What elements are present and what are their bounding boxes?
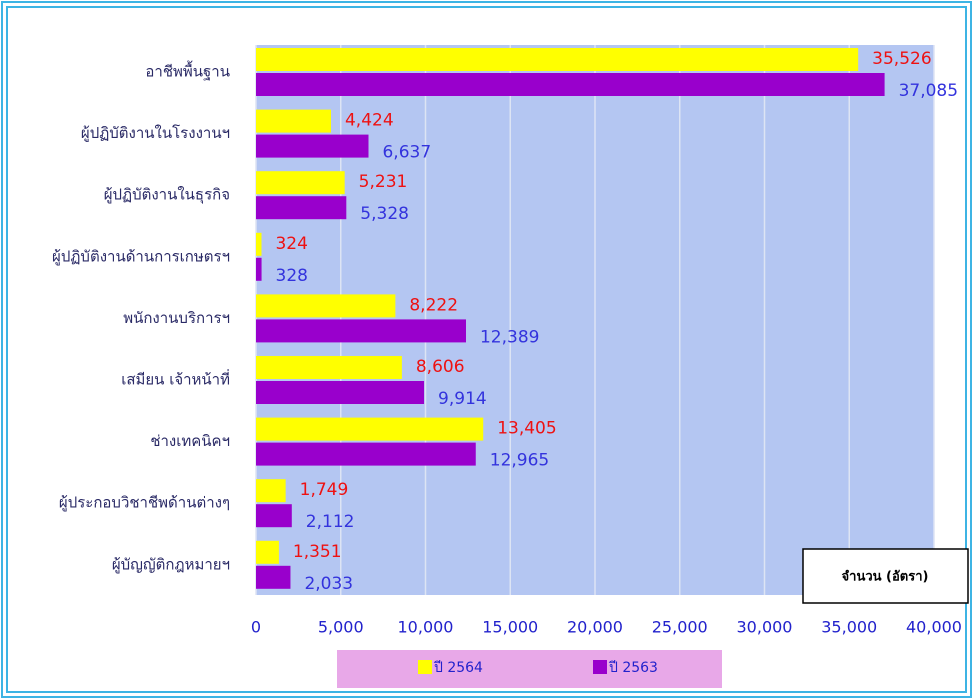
x-tick-label: 25,000 [652, 618, 708, 637]
data-label: 35,526 [872, 49, 931, 69]
data-label: 4,424 [345, 111, 394, 131]
y-tick-label: ผู้ปฏิบัติงานด้านการเกษตรฯ [52, 247, 230, 265]
x-tick-label: 5,000 [318, 618, 364, 637]
x-tick-label: 0 [251, 618, 261, 637]
bar [256, 73, 885, 96]
data-label: 2,112 [306, 512, 355, 532]
bar [256, 381, 425, 404]
data-label: 8,606 [416, 357, 465, 377]
data-label: 12,965 [490, 451, 549, 471]
bar [256, 565, 291, 589]
x-tick-label: 15,000 [482, 618, 538, 637]
y-tick-label: ผู้บัญญัติกฎหมายฯ [112, 555, 230, 573]
legend-label: ปี 2563 [609, 660, 658, 676]
frame-inner [6, 6, 967, 693]
bar [256, 134, 369, 158]
bar [256, 319, 466, 343]
y-tick-label: ช่างเทคนิคฯ [150, 432, 230, 450]
legend [337, 650, 722, 688]
bar [256, 442, 476, 466]
data-label: 13,405 [497, 419, 556, 439]
data-label: 5,231 [359, 172, 408, 192]
x-tick-label: 20,000 [567, 618, 623, 637]
x-tick-label: 30,000 [737, 618, 793, 637]
legend-label: ปี 2564 [434, 660, 484, 676]
x-tick-label: 35,000 [821, 618, 877, 637]
data-label: 324 [275, 234, 307, 254]
bar [256, 479, 286, 503]
bar [256, 171, 345, 195]
data-label: 6,637 [382, 143, 431, 163]
y-tick-label: ผู้ปฏิบัติงานในธุรกิจ [104, 186, 230, 205]
y-tick-label: อาชีพพื้นฐาน [145, 61, 230, 81]
data-label: 9,914 [438, 389, 487, 409]
legend-swatch [418, 660, 432, 674]
y-tick-label: เสมียน เจ้าหน้าที่ [121, 369, 230, 389]
annotation: จำนวน (อัตรา) [842, 569, 929, 585]
bar [256, 257, 262, 281]
data-label: 328 [276, 266, 308, 286]
data-label: 8,222 [409, 295, 458, 315]
y-tick-label: ผู้ปฏิบัติงานในโรงงานฯ [81, 124, 230, 142]
x-tick-label: 40,000 [906, 618, 962, 637]
legend-swatch [593, 660, 607, 674]
bar [256, 109, 331, 133]
bar [256, 417, 484, 441]
bar [256, 540, 279, 564]
bar [256, 504, 292, 528]
annotation-box [802, 548, 969, 604]
bar [256, 294, 396, 318]
data-label: 2,033 [304, 574, 353, 594]
bar [256, 48, 859, 71]
y-tick-label: พนักงานบริการฯ [123, 309, 230, 327]
data-label: 5,328 [360, 204, 409, 224]
data-label: 12,389 [480, 327, 539, 347]
bar [256, 356, 402, 379]
data-label: 37,085 [899, 81, 958, 101]
data-label: 1,749 [300, 480, 349, 500]
bar [256, 196, 347, 220]
x-tick-label: 10,000 [398, 618, 454, 637]
y-tick-label: ผู้ประกอบวิชาชีพด้านต่างๆ [59, 494, 230, 512]
bar [256, 232, 262, 256]
data-label: 1,351 [293, 542, 342, 562]
